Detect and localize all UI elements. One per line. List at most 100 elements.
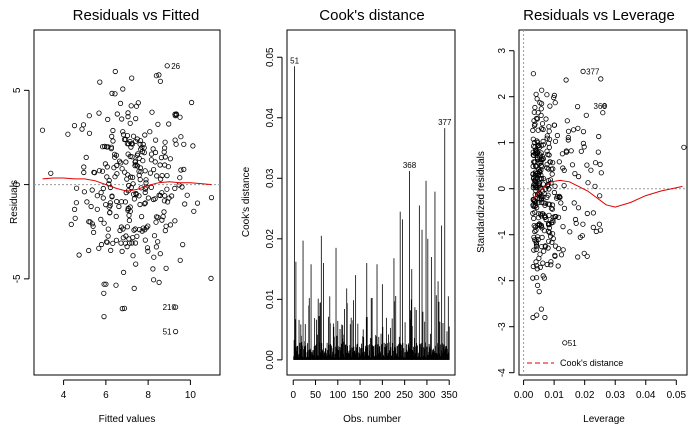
data-point [79, 126, 85, 132]
data-point [544, 133, 550, 139]
data-point [530, 71, 537, 77]
data-point [153, 219, 159, 225]
data-point [570, 127, 577, 133]
data-point [113, 213, 119, 219]
data-point [600, 110, 606, 116]
data-point [533, 147, 539, 153]
data-point [531, 159, 537, 165]
data-point [190, 143, 196, 149]
data-point [123, 233, 129, 239]
data-point [547, 103, 553, 109]
data-point [563, 77, 569, 83]
data-point [534, 282, 541, 288]
data-point [157, 78, 163, 84]
data-point [116, 203, 122, 210]
data-point [136, 168, 142, 174]
x-tick-label: 150 [352, 390, 369, 401]
data-point [68, 221, 74, 227]
data-point [145, 248, 151, 254]
data-point [548, 220, 555, 226]
data-point [592, 160, 599, 166]
data-point [532, 184, 539, 191]
panel2-y-label: Cook's distance [241, 166, 252, 237]
data-point [552, 183, 558, 189]
data-point [137, 177, 143, 183]
data-point [132, 240, 139, 246]
point-label: 368 [403, 161, 417, 170]
panel3-smooth-curve [532, 179, 683, 208]
data-point [137, 201, 143, 208]
data-point [162, 139, 168, 145]
data-point [548, 259, 554, 265]
data-point [124, 244, 130, 250]
data-point [569, 162, 576, 168]
data-point [156, 72, 162, 78]
data-point [141, 145, 147, 151]
data-point [531, 223, 537, 229]
data-point [596, 221, 603, 227]
data-point [585, 180, 591, 186]
data-point [112, 68, 118, 75]
data-point [548, 205, 555, 211]
y-tick-label: 2 [497, 93, 508, 99]
data-point [540, 156, 547, 162]
data-point [172, 137, 178, 143]
data-point [117, 227, 123, 234]
x-tick-label: 6 [103, 390, 109, 401]
data-point [178, 134, 184, 140]
data-point [90, 223, 96, 229]
data-point [554, 132, 561, 139]
data-point [538, 244, 545, 250]
data-point [127, 174, 134, 180]
data-point [561, 183, 567, 189]
data-point [532, 159, 538, 165]
panel3-point-labels: 377 368 51 [568, 67, 608, 347]
panel2-x-axis: 0 50 100 150 200 250 300 350 [290, 379, 458, 401]
data-point [549, 206, 556, 212]
data-point [107, 209, 113, 216]
data-point [540, 176, 547, 182]
data-point [152, 159, 158, 165]
data-point [565, 128, 572, 134]
data-point [158, 155, 164, 161]
data-point [530, 136, 536, 142]
data-point [531, 234, 537, 240]
data-point [581, 144, 587, 150]
data-point [534, 139, 541, 145]
data-point [537, 191, 543, 197]
data-point [538, 101, 545, 107]
data-point [535, 211, 542, 217]
data-point [126, 236, 132, 242]
data-point [533, 259, 539, 265]
data-point [106, 177, 112, 184]
data-point [540, 194, 546, 200]
data-point [119, 248, 125, 254]
data-point [151, 167, 157, 173]
data-point [550, 214, 556, 220]
data-point [161, 149, 167, 155]
data-point [550, 160, 556, 166]
data-point [552, 252, 558, 258]
data-point-labeled [580, 68, 586, 75]
data-point [530, 196, 536, 203]
data-point [121, 305, 128, 311]
data-point [156, 279, 162, 285]
data-point [132, 158, 139, 164]
data-point [575, 254, 581, 260]
panel3-title: Residuals vs Leverage [523, 7, 675, 24]
data-point [545, 245, 551, 251]
panel3-legend: Cook's distance [527, 358, 623, 368]
data-point [124, 141, 131, 147]
data-point [530, 263, 536, 270]
data-point [542, 202, 548, 208]
data-point [119, 116, 125, 122]
data-point [162, 193, 168, 199]
data-point [544, 135, 550, 141]
data-point [165, 164, 171, 170]
data-point [113, 152, 120, 158]
data-point [129, 154, 135, 160]
data-point [155, 239, 161, 245]
panel1-y-label: Residuals [9, 180, 20, 224]
